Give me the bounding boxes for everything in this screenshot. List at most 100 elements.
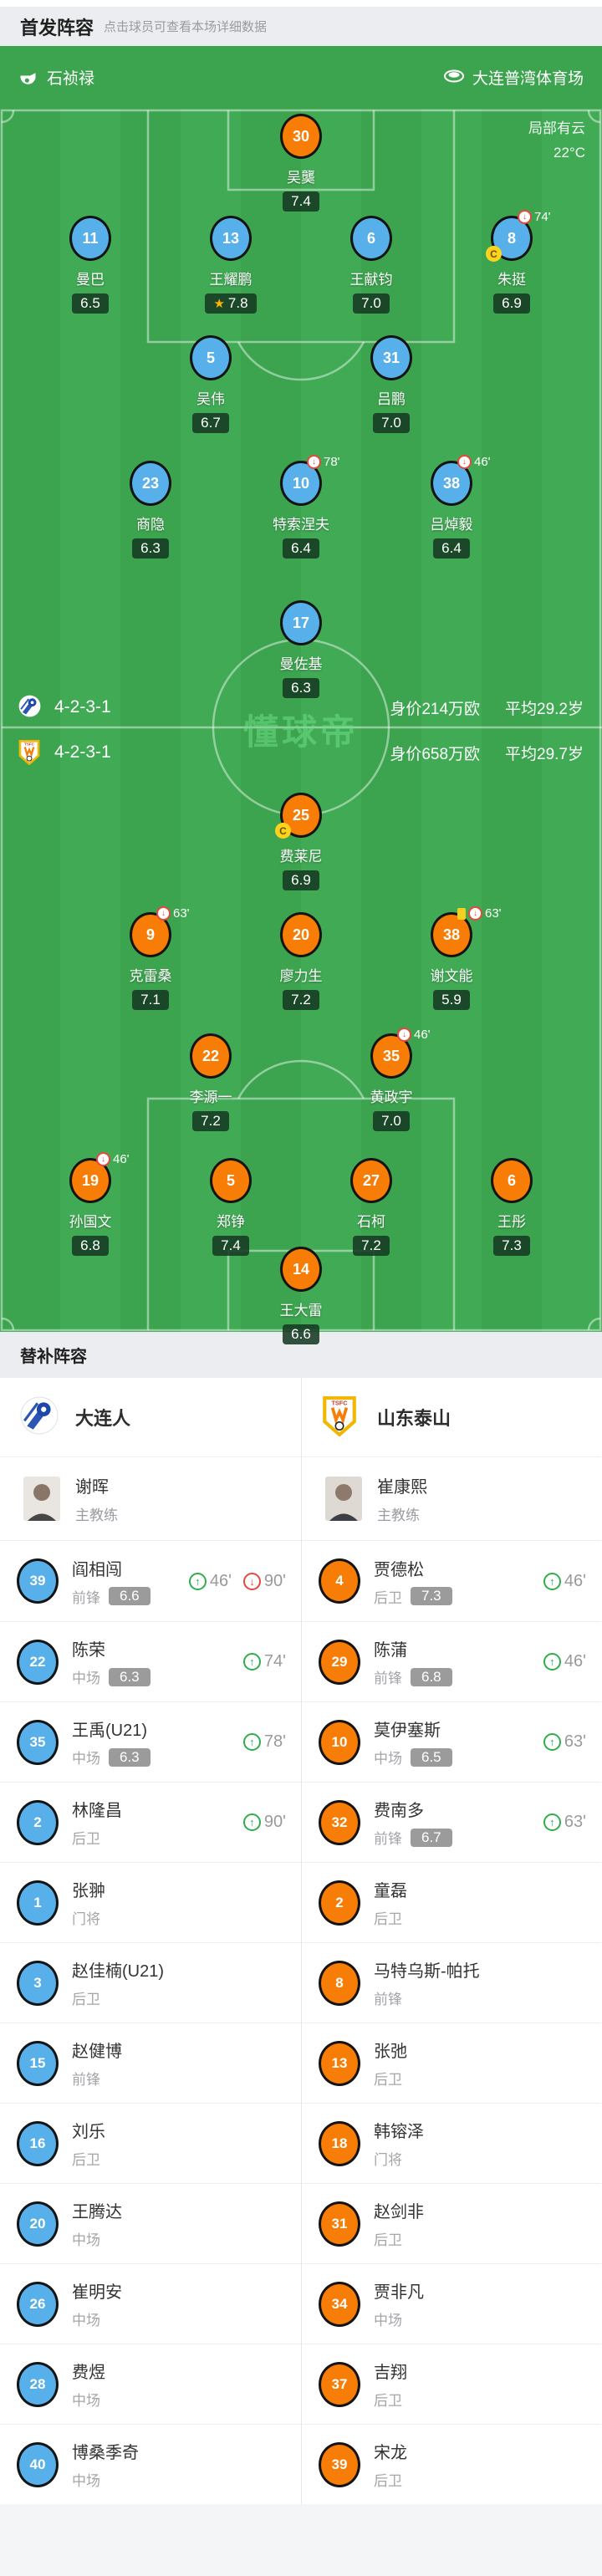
player-number: 31 <box>382 349 400 366</box>
pitch-player[interactable]: 30 吴龑 7.4 <box>247 114 355 212</box>
substitute-row[interactable]: 32 费南多 前锋 6.7 ↑ 63' <box>302 1782 601 1862</box>
player-position: 中场 <box>374 1751 402 1767</box>
player-number: 17 <box>292 614 310 631</box>
pitch-player[interactable]: 11 曼巴 6.5 <box>36 216 145 314</box>
substitute-row[interactable]: 18 韩镕泽 门将 <box>302 2103 601 2183</box>
substitute-row[interactable]: 2 林隆昌 后卫 ↑ 90' <box>0 1782 301 1862</box>
home-market-value: 身价214万欧 <box>390 700 481 718</box>
player-name: 阎相闯 <box>72 1560 122 1579</box>
substitute-row[interactable]: 37 吉翔 后卫 <box>302 2344 601 2424</box>
substitute-row[interactable]: 2 童磊 后卫 <box>302 1862 601 1942</box>
away-coach-row[interactable]: 崔康熙 主教练 <box>302 1457 601 1541</box>
stadium-item: 大连普湾体育场 <box>443 66 584 89</box>
sub-off-icon: ↓ <box>457 455 472 469</box>
pitch-player[interactable]: 14 王大雷 6.6 <box>247 1247 355 1344</box>
player-info: 宋龙 后卫 <box>374 2439 407 2490</box>
player-name: 孙国文 <box>69 1214 112 1230</box>
substitute-row[interactable]: 31 赵剑非 后卫 <box>302 2183 601 2263</box>
pitch-player[interactable]: 9 ↓ 63' 克雷桑 7.1 <box>96 906 205 1010</box>
substitute-row[interactable]: 4 贾德松 后卫 7.3 ↑ 46' <box>302 1541 601 1621</box>
substitute-row[interactable]: 26 崔明安 中场 <box>0 2263 301 2344</box>
substitute-row[interactable]: 10 莫伊塞斯 中场 6.5 ↑ 63' <box>302 1701 601 1782</box>
pitch-player[interactable]: 25 C 费莱尼 6.9 <box>247 793 355 890</box>
pitch-player[interactable]: 6 王彤 7.3 <box>457 1158 566 1256</box>
player-number: 39 <box>29 1573 46 1589</box>
away-coach-role: 主教练 <box>377 1507 420 1523</box>
player-number-circle: 23 <box>130 461 171 506</box>
captain-badge-icon: C <box>275 823 291 839</box>
substitute-row[interactable]: 1 张翀 门将 <box>0 1862 301 1942</box>
pitch-player[interactable]: 27 石柯 7.2 <box>317 1158 426 1256</box>
home-team-header[interactable]: 大连人 <box>0 1378 301 1457</box>
player-position: 中场 <box>72 2313 100 2329</box>
player-number-circle: 19 <box>69 1158 111 1203</box>
player-name: 陈蒲 <box>374 1641 407 1660</box>
substitution-times: ↑ 46' <box>532 1572 586 1591</box>
away-team-header[interactable]: TSFC 山东泰山 <box>302 1378 601 1457</box>
player-name: 吴龑 <box>287 170 315 186</box>
player-number: 40 <box>29 2456 46 2472</box>
sub-on-minute: 90' <box>263 1813 286 1831</box>
pitch-player[interactable]: 6 王献钧 7.0 <box>317 216 426 314</box>
player-position: 后卫 <box>374 2072 402 2088</box>
pitch-player[interactable]: 13 王耀鹏 ★ 7.8 <box>176 216 285 314</box>
player-name: 张弛 <box>374 2043 407 2061</box>
player-match-events: ↓ 46' <box>457 455 491 469</box>
player-name: 赵健博 <box>72 2043 122 2061</box>
pitch-player[interactable]: 31 吕鹏 7.0 <box>337 335 446 433</box>
home-coach-row[interactable]: 谢晖 主教练 <box>0 1457 301 1541</box>
pitch-player[interactable]: 20 廖力生 7.2 <box>247 912 355 1010</box>
page-footer <box>0 2504 602 2576</box>
player-number: 10 <box>292 474 310 492</box>
substitute-row[interactable]: 16 刘乐 后卫 <box>0 2103 301 2183</box>
substitute-row[interactable]: 39 宋龙 后卫 <box>302 2424 601 2504</box>
player-info: 博桑季奇 中场 <box>72 2439 139 2490</box>
pitch-player[interactable]: 5 郑铮 7.4 <box>176 1158 285 1256</box>
substitute-row[interactable]: 34 贾非凡 中场 <box>302 2263 601 2344</box>
substitute-row[interactable]: 15 赵健博 前锋 <box>0 2023 301 2103</box>
substitute-row[interactable]: 22 陈荣 中场 6.3 ↑ 74' <box>0 1621 301 1701</box>
substitute-row[interactable]: 40 博桑季奇 中场 <box>0 2424 301 2504</box>
pitch-player[interactable]: 38 ↓ 63' 谢文能 5.9 <box>397 906 506 1010</box>
player-position: 门将 <box>72 1911 100 1927</box>
substitute-row[interactable]: 29 陈蒲 前锋 6.8 ↑ 46' <box>302 1621 601 1701</box>
player-name: 费南多 <box>374 1802 424 1820</box>
player-rating-badge: 6.7 <box>192 413 229 433</box>
player-info: 马特乌斯-帕托 前锋 <box>374 1957 480 2008</box>
player-position: 中场 <box>374 2313 402 2329</box>
player-rating-badge: 7.1 <box>132 990 169 1010</box>
pitch-player[interactable]: 22 李源一 7.2 <box>156 1033 265 1131</box>
substitute-row[interactable]: 13 张弛 后卫 <box>302 2023 601 2103</box>
player-rating-badge: 6.5 <box>72 293 109 314</box>
pitch-player[interactable]: 17 曼佐基 6.3 <box>247 600 355 698</box>
substitute-row[interactable]: 3 赵佳楠(U21) 后卫 <box>0 1942 301 2023</box>
pitch-player[interactable]: 5 吴伟 6.7 <box>156 335 265 433</box>
player-rating-value: 7.4 <box>221 1237 241 1253</box>
substitute-row[interactable]: 35 王禹(U21) 中场 6.3 ↑ 78' <box>0 1701 301 1782</box>
player-rating-badge: 6.3 <box>283 678 319 698</box>
player-rating-value: 6.3 <box>140 540 161 556</box>
player-number: 8 <box>335 1974 344 1991</box>
pitch-player[interactable]: 10 ↓ 78' 特索涅夫 6.4 <box>247 455 355 559</box>
substitute-row[interactable]: 8 马特乌斯-帕托 前锋 <box>302 1942 601 2023</box>
substitution-times: ↑ 63' <box>532 1732 586 1752</box>
pitch-player[interactable]: 38 ↓ 46' 吕焯毅 6.4 <box>397 455 506 559</box>
player-number: 26 <box>29 2295 46 2312</box>
home-coach-role: 主教练 <box>75 1507 118 1523</box>
substitute-row[interactable]: 20 王腾达 中场 <box>0 2183 301 2263</box>
player-number-circle: 5 <box>210 1158 252 1203</box>
pitch-player[interactable]: 19 ↓ 46' 孙国文 6.8 <box>36 1152 145 1256</box>
pitch-player[interactable]: 23 商隐 6.3 <box>96 461 205 559</box>
substitute-row[interactable]: 39 阎相闯 前锋 6.6 ↑ 46' ↓ 90' <box>0 1541 301 1621</box>
player-number-circle: 31 <box>370 335 412 380</box>
pitch-player[interactable]: 35 ↓ 46' 黄政宇 7.0 <box>337 1028 446 1131</box>
player-number: 2 <box>33 1813 42 1830</box>
substitute-row[interactable]: 28 费煜 中场 <box>0 2344 301 2424</box>
player-rating-badge: 6.6 <box>283 1324 319 1344</box>
pitch: 局部有云 22°C 懂球帝 4-2-3-1 身价214万欧 平均29.2岁 TS… <box>0 109 602 1344</box>
player-info: 赵佳楠(U21) 后卫 <box>72 1957 164 2008</box>
away-formation: 4-2-3-1 <box>54 742 111 762</box>
player-position: 中场 <box>72 2232 100 2248</box>
pitch-player[interactable]: 8 C ↓ 74' 朱挺 6.9 <box>457 210 566 314</box>
sub-off-minute: 46' <box>414 1028 431 1042</box>
